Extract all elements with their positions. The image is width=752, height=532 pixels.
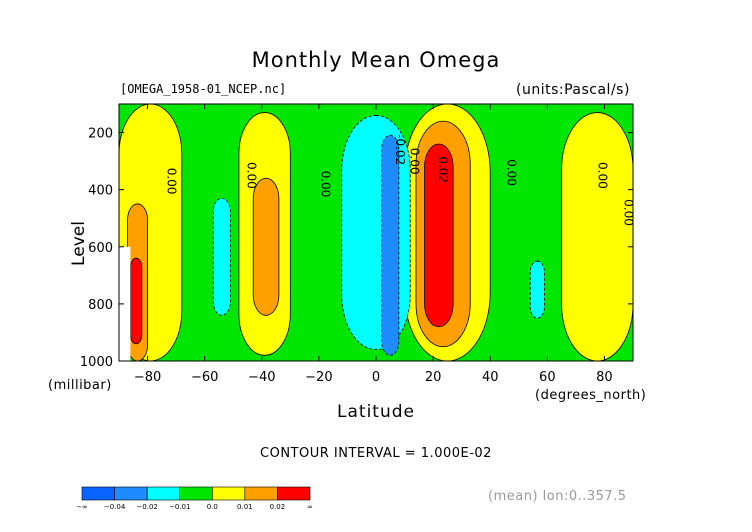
colorbar-label: 0.02 xyxy=(270,503,286,511)
x-axis-label: Latitude xyxy=(337,402,415,422)
colorbar-segment xyxy=(211,486,246,501)
chart-title: Monthly Mean Omega xyxy=(251,48,501,72)
colorbar-label: −∞ xyxy=(76,503,88,511)
colorbar-label: −0.04 xyxy=(104,503,126,511)
contour-label: 0.00 xyxy=(504,159,518,186)
contour-region xyxy=(529,260,545,319)
contour-label: 0.02 xyxy=(436,156,450,183)
colorbar-segment xyxy=(81,486,115,501)
x-tick-label: 60 xyxy=(539,370,556,385)
units-label: (units:Pascal/s) xyxy=(516,82,630,98)
contour-region xyxy=(424,143,454,328)
contour-label: 0.00 xyxy=(596,162,610,189)
x-tick-label: 80 xyxy=(596,370,613,385)
contour-label: 0.00 xyxy=(319,171,333,198)
contour-label: 0.00 xyxy=(621,199,635,226)
x-tick-label: −20 xyxy=(305,370,332,385)
colorbar-label: 0.0 xyxy=(207,503,218,511)
colorbar-label: ∞ xyxy=(307,503,313,511)
x-tick-label: 20 xyxy=(425,370,442,385)
colorbar-segment xyxy=(114,486,148,501)
contour-label: 0.00 xyxy=(165,168,179,195)
x-tick-label: −60 xyxy=(191,370,218,385)
contour-label: 0.00 xyxy=(407,148,421,175)
colorbar-label: −0.02 xyxy=(136,503,157,511)
missing-data-patch xyxy=(119,246,131,361)
y-tick-label: 800 xyxy=(88,298,113,313)
colorbar-segment xyxy=(277,486,311,501)
y-tick-label: 600 xyxy=(88,241,113,256)
contour-region xyxy=(212,197,231,316)
colorbar-segment xyxy=(146,486,181,501)
contour-interval-text: CONTOUR INTERVAL = 1.000E-02 xyxy=(260,446,492,461)
y-tick-label: 1000 xyxy=(80,355,113,370)
colorbar-segment xyxy=(244,486,278,501)
contour-region xyxy=(561,112,633,361)
y-axis-units: (millibar) xyxy=(48,378,112,393)
contour-label: 0.00 xyxy=(245,162,259,189)
y-tick-label: 200 xyxy=(88,127,113,142)
mean-label: (mean) lon:0..357.5 xyxy=(488,489,627,504)
y-tick-label: 400 xyxy=(88,184,113,199)
colorbar-label: 0.01 xyxy=(237,503,253,511)
contour-fill-group: 0.00 0.00 0.00-0.02 0.00 0.02 0.00 0.000.00 xyxy=(119,104,635,361)
contour-region xyxy=(381,135,400,356)
x-tick-label: 0 xyxy=(372,370,380,385)
x-tick-label: −40 xyxy=(248,370,275,385)
contour-label: -0.02 xyxy=(393,134,407,165)
file-label: [OMEGA_1958-01_NCEP.nc] xyxy=(120,82,287,96)
contour-region xyxy=(252,177,280,316)
colorbar-label: −0.01 xyxy=(169,503,190,511)
colorbar-segment xyxy=(179,486,213,501)
contour-region xyxy=(130,257,143,345)
x-tick-label: −80 xyxy=(134,370,161,385)
x-tick-label: 40 xyxy=(482,370,499,385)
x-axis-units: (degrees_north) xyxy=(535,388,647,403)
